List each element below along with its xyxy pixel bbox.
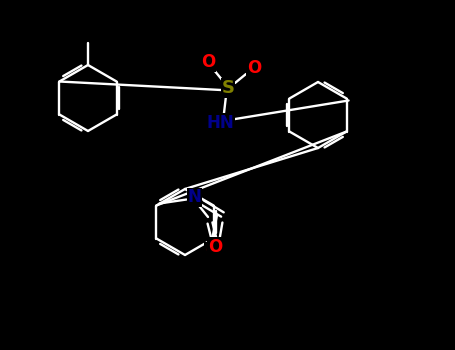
Text: O: O bbox=[247, 59, 261, 77]
Text: O: O bbox=[201, 53, 215, 71]
Text: N: N bbox=[187, 189, 202, 206]
Text: O: O bbox=[205, 243, 220, 260]
Text: S: S bbox=[222, 79, 234, 97]
Text: HN: HN bbox=[206, 114, 234, 132]
Text: O: O bbox=[208, 238, 222, 256]
